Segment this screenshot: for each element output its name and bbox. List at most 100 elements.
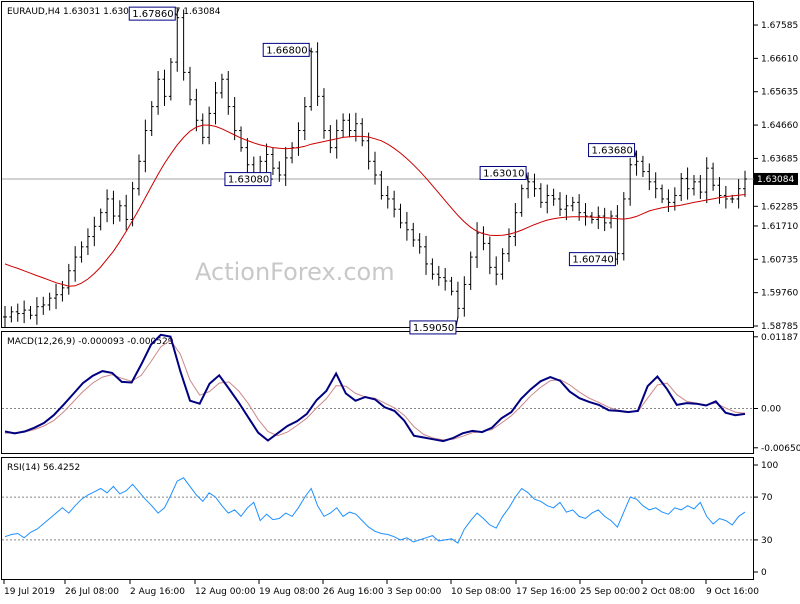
price-y-tick-label: 1.58785 (761, 322, 798, 332)
annotation-label: 1.67860 (132, 9, 173, 20)
price-bar (200, 113, 205, 145)
x-tick-label: 9 Oct 16:00 (706, 587, 759, 597)
price-bar (398, 203, 403, 229)
price-annotation: 1.67860 (128, 6, 178, 21)
annotation-label: 1.63010 (483, 169, 524, 180)
x-tick-label: 19 Aug 08:00 (259, 587, 320, 597)
rsi-y-tick-label: 70 (761, 493, 773, 503)
price-bar (143, 119, 148, 173)
price-bar (424, 235, 429, 275)
price-bar (15, 303, 20, 322)
price-bar (653, 172, 658, 199)
price-bar (213, 81, 218, 125)
price-panel-title: EURAUD,H4 1.63031 1.63095 1.63027 1.6308… (7, 7, 221, 17)
price-bar (296, 122, 301, 156)
price-bar (309, 47, 314, 111)
price-bar (475, 222, 480, 269)
price-bar (455, 281, 460, 318)
price-bar (175, 8, 180, 72)
price-bar (743, 170, 747, 197)
annotation-box (262, 42, 310, 57)
price-annotation: 1.59050 (409, 316, 459, 335)
price-bar (302, 97, 307, 141)
price-bar (532, 173, 537, 197)
macd-panel-frame (1, 331, 754, 454)
annotation-label: 1.59050 (413, 323, 454, 334)
x-axis: 19 Jul 2019 26 Jul 08:00 2 Aug 16:00 12 Aug… (3, 580, 759, 597)
annotation-label: 1.60740 (572, 255, 613, 266)
price-bar (239, 126, 244, 152)
price-bar (570, 196, 575, 212)
annotation-box (409, 320, 457, 335)
price-bar (564, 194, 569, 221)
x-tick-label: 25 Sep 00:00 (580, 587, 640, 597)
price-bar (628, 157, 633, 206)
price-bar (168, 58, 173, 101)
reference-lines (2, 178, 754, 541)
price-bar (462, 276, 467, 317)
rsi-y-tick-label: 0 (761, 568, 767, 578)
macd-y-tick-label: 0.01187 (761, 333, 798, 343)
price-bar (385, 185, 390, 209)
price-bar (194, 88, 199, 132)
moving-average-line (4, 124, 746, 287)
price-bar (66, 263, 71, 295)
price-bar (679, 172, 684, 201)
price-bar (411, 222, 416, 247)
price-bar (468, 251, 473, 290)
price-bar (723, 185, 728, 209)
price-bar (660, 184, 665, 204)
price-bar (283, 146, 288, 186)
x-tick-label: 12 Aug 00:00 (195, 587, 256, 597)
price-bar (188, 66, 192, 106)
price-bar (583, 203, 588, 226)
price-bar (156, 71, 161, 115)
last-price-box (754, 172, 798, 185)
price-bar (691, 175, 696, 196)
price-panel-frame (1, 1, 754, 328)
price-y-tick-label: 1.60735 (761, 255, 798, 265)
x-tick-label: 26 Jul 08:00 (65, 587, 119, 597)
macd-y-tick-label: -0.006502 (761, 444, 800, 454)
price-y-tick-label: 1.59760 (761, 289, 798, 299)
price-y-tick-label: 1.63685 (761, 154, 798, 164)
price-bars (3, 8, 747, 328)
price-bar (519, 184, 524, 217)
price-bar (373, 151, 377, 185)
rsi-y-tick-label: 100 (761, 461, 778, 471)
price-bar (640, 155, 645, 178)
price-bar (264, 143, 269, 173)
rsi-y-tick-label: 30 (761, 536, 773, 546)
last-price-label: 1.63084 (757, 175, 794, 185)
price-bar (341, 113, 346, 138)
x-tick-label: 2 Aug 16:00 (130, 587, 185, 597)
price-bar (245, 138, 250, 175)
price-bar (105, 189, 110, 223)
price-bar (685, 167, 690, 200)
price-bar (117, 200, 122, 222)
price-bar (698, 175, 703, 199)
price-bar (589, 211, 594, 224)
annotation-box (224, 172, 272, 187)
y-axes: 1.67585 1.66610 1.65635 1.64660 1.63685 1.622… (754, 21, 800, 578)
price-bar (130, 181, 135, 227)
price-bar (615, 205, 620, 265)
macd-line (4, 333, 746, 443)
price-y-tick-label: 1.61710 (761, 222, 798, 232)
price-bar (717, 177, 722, 204)
price-bar (609, 210, 614, 229)
annotation-box (588, 143, 636, 158)
price-bar (353, 112, 358, 142)
price-bar (290, 142, 295, 164)
price-bar (430, 258, 435, 280)
price-annotation: 1.66800 (262, 42, 312, 57)
x-tick-label: 17 Sep 16:00 (516, 587, 576, 597)
price-bar (347, 113, 352, 138)
price-y-tick-label: 1.66610 (761, 54, 798, 64)
price-bar (417, 233, 422, 254)
price-bar (494, 256, 499, 286)
price-bar (181, 9, 186, 81)
rsi-line (4, 477, 746, 544)
annotation-box (479, 166, 527, 181)
